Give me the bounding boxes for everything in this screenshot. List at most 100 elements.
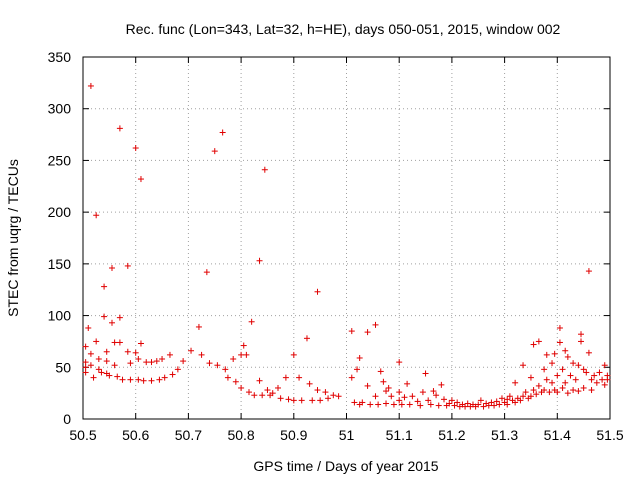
data-point [530, 387, 537, 394]
data-point [261, 166, 268, 173]
data-point [520, 393, 527, 400]
data-point [559, 366, 566, 373]
data-point [604, 376, 611, 383]
x-tick-label: 51.1 [386, 427, 413, 443]
data-point [348, 374, 355, 381]
data-point [427, 401, 434, 408]
data-point [137, 176, 144, 183]
data-point [108, 319, 115, 326]
data-point [364, 382, 371, 389]
data-point [527, 374, 534, 381]
data-point [95, 356, 102, 363]
data-point [124, 348, 131, 355]
data-point [385, 384, 392, 391]
data-point [90, 374, 97, 381]
grid-lines [83, 57, 610, 419]
data-point [546, 389, 553, 396]
data-point [422, 370, 429, 377]
x-tick-label: 51.5 [596, 427, 623, 443]
data-point [114, 373, 121, 380]
data-point [174, 366, 181, 373]
data-point [87, 362, 94, 369]
data-point [506, 393, 513, 400]
data-point [348, 328, 355, 335]
data-point [491, 402, 498, 409]
data-point [282, 374, 289, 381]
data-point [562, 347, 569, 354]
data-point [583, 369, 590, 376]
data-point [303, 335, 310, 342]
data-point [188, 347, 195, 354]
x-axis-label: GPS time / Days of year 2015 [253, 458, 438, 474]
data-point [206, 360, 213, 367]
data-point [588, 376, 595, 383]
data-points [82, 82, 611, 410]
data-point [246, 389, 253, 396]
data-point [135, 356, 142, 363]
y-tick-label: 250 [48, 152, 72, 168]
y-tick-labels: 0 50 100 150 200 250 300 350 [48, 49, 72, 427]
data-point [87, 350, 94, 357]
data-point [330, 392, 337, 399]
data-point [541, 366, 548, 373]
data-point [556, 339, 563, 346]
data-point [601, 362, 608, 369]
data-point [222, 366, 229, 373]
data-point [512, 399, 519, 406]
data-point [180, 358, 187, 365]
data-point [570, 360, 577, 367]
data-point [551, 350, 558, 357]
data-point [390, 401, 397, 408]
data-point [111, 339, 118, 346]
data-point [451, 402, 458, 409]
data-point [93, 338, 100, 345]
data-point [396, 359, 403, 366]
data-point [354, 366, 361, 373]
data-point [325, 395, 332, 402]
y-tick-label: 0 [63, 411, 71, 427]
data-point [570, 387, 577, 394]
data-point [169, 371, 176, 378]
data-point [398, 401, 405, 408]
data-point [419, 389, 426, 396]
data-point [601, 381, 608, 388]
data-point [264, 387, 271, 394]
x-tick-label: 51.4 [544, 427, 571, 443]
x-tick-label: 50.8 [227, 427, 254, 443]
data-point [533, 391, 540, 398]
data-point [269, 390, 276, 397]
data-point [585, 268, 592, 275]
data-point [259, 392, 266, 399]
data-point [251, 392, 258, 399]
y-axis-label: STEC from uqrg / TECUs [5, 159, 21, 317]
data-point [462, 403, 469, 410]
data-point [596, 369, 603, 376]
data-point [440, 396, 447, 403]
data-point [564, 390, 571, 397]
data-point [364, 329, 371, 336]
data-point [572, 376, 579, 383]
data-point [599, 376, 606, 383]
data-point [238, 384, 245, 391]
data-point [580, 384, 587, 391]
data-point [475, 401, 482, 408]
x-tick-labels: 50.5 50.6 50.7 50.8 50.9 51 51.1 51.2 51.3 51.4 51… [69, 427, 623, 443]
data-point [82, 369, 89, 376]
x-tick-label: 50.5 [69, 427, 96, 443]
data-point [359, 399, 366, 406]
data-point [285, 396, 292, 403]
data-point [127, 360, 134, 367]
y-tick-label: 350 [48, 49, 72, 65]
data-point [309, 397, 316, 404]
data-point [438, 381, 445, 388]
data-point [198, 351, 205, 358]
data-point [159, 356, 166, 363]
data-point [488, 399, 495, 406]
data-point [116, 125, 123, 132]
data-point [103, 358, 110, 365]
data-point [219, 129, 226, 136]
data-point [211, 148, 218, 155]
data-point [108, 264, 115, 271]
data-point [435, 402, 442, 409]
